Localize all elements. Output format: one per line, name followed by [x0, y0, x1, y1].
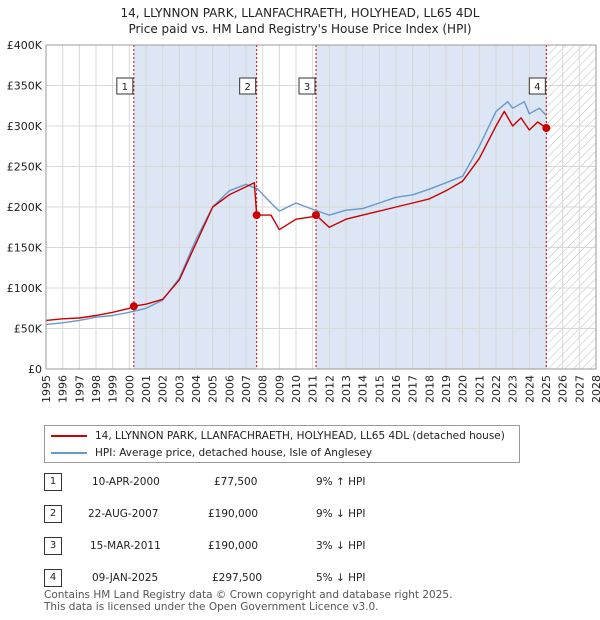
legend-hpi-swatch — [51, 452, 87, 454]
sale-row: 4 09-JAN-2025 £297,500 5% ↓ HPI — [40, 569, 580, 589]
sale-price: £190,000 — [208, 508, 259, 520]
sale-point — [252, 211, 261, 220]
sale-hpi-diff: 9% ↓ HPI — [316, 508, 366, 520]
sale-number-badge: 1 — [44, 473, 62, 491]
x-tick-label: 2012 — [323, 375, 336, 403]
x-tick-label: 1995 — [40, 375, 53, 403]
x-tick-label: 2001 — [140, 375, 153, 403]
y-tick-label: £50K — [14, 323, 43, 336]
plot-frame — [45, 44, 597, 370]
x-tick-label: 2028 — [590, 375, 600, 403]
sale-point — [312, 211, 320, 220]
sale-number-label-box — [239, 77, 257, 95]
x-tick-label: 2005 — [207, 375, 220, 403]
x-tick-label: 2003 — [173, 375, 186, 403]
x-tick-label: 2020 — [457, 375, 470, 403]
x-tick-label: 2018 — [423, 375, 436, 403]
x-tick-label: 2014 — [357, 375, 370, 403]
sale-number-label-box — [528, 77, 546, 95]
sale-hpi-diff: 9% ↑ HPI — [316, 476, 366, 488]
price-chart: 1 2 3 4 £0 £50K £100K £150K £200K £250K £300K £350… — [7, 39, 600, 403]
y-tick-label: £0 — [28, 363, 42, 376]
chart-title: 14, LLYNNON PARK, LLANFACHRAETH, HOLYHEA… — [120, 6, 480, 20]
x-tick-label: 1997 — [73, 375, 86, 403]
sale-number-label: 4 — [534, 82, 540, 93]
footer: Contains HM Land Registry data © Crown c… — [44, 589, 452, 613]
chart-subtitle: Price paid vs. HM Land Registry's House … — [128, 22, 472, 36]
sale-row: 3 15-MAR-2011 £190,000 3% ↓ HPI — [40, 537, 580, 557]
y-tick-label: £200K — [7, 201, 43, 214]
sale-number-label: 2 — [244, 82, 250, 93]
sale-hpi-diff: 3% ↓ HPI — [316, 540, 366, 552]
sale-number-label: 3 — [304, 82, 310, 93]
sale-number-label-box — [298, 77, 316, 95]
x-tick-label: 1996 — [57, 375, 70, 403]
x-tick-label: 2010 — [290, 375, 303, 403]
footer-copyright: Contains HM Land Registry data © Crown c… — [44, 589, 453, 601]
x-tick-label: 1998 — [90, 375, 103, 403]
x-tick-label: 2007 — [240, 375, 253, 403]
legend-property-swatch — [51, 435, 87, 437]
sale-number-badge: 2 — [44, 505, 62, 523]
x-tick-label: 2008 — [257, 375, 270, 403]
x-tick-label: 2011 — [307, 375, 320, 403]
x-tick-label: 2022 — [490, 375, 503, 403]
x-tick-label: 2026 — [557, 375, 570, 403]
x-tick-label: 2021 — [473, 375, 486, 403]
x-tick-label: 2023 — [507, 375, 520, 403]
x-tick-label: 2002 — [157, 375, 170, 403]
sale-number-label: 1 — [122, 82, 128, 93]
sale-number-badge: 4 — [44, 569, 62, 587]
x-tick-label: 2024 — [523, 375, 536, 403]
sale-point — [129, 302, 138, 311]
x-tick-label: 2025 — [540, 375, 553, 403]
sale-point — [542, 124, 551, 133]
sale-price: £297,500 — [212, 572, 263, 584]
x-tick-label: 2015 — [373, 375, 386, 403]
x-tick-label: 2027 — [573, 375, 586, 403]
legend-item-hpi: HPI: Average price, detached house, Isle… — [51, 445, 372, 461]
sale-number-badge: 3 — [44, 537, 62, 555]
y-tick-label: £150K — [7, 242, 43, 255]
x-tick-label: 2009 — [273, 375, 286, 403]
x-tick-label: 1999 — [107, 375, 120, 403]
legend-item-property: 14, LLYNNON PARK, LLANFACHRAETH, HOLYHEA… — [51, 428, 505, 444]
legend-property-label: 14, LLYNNON PARK, LLANFACHRAETH, HOLYHEA… — [95, 430, 505, 442]
footer-license: This data is licensed under the Open Gov… — [44, 601, 379, 613]
x-tick-label: 2019 — [440, 375, 453, 403]
y-tick-label: £100K — [7, 282, 43, 295]
x-tick-label: 2004 — [190, 375, 203, 403]
sale-row: 2 22-AUG-2007 £190,000 9% ↓ HPI — [40, 505, 580, 525]
x-tick-label: 2016 — [390, 375, 403, 403]
sale-number-label-box — [116, 77, 134, 95]
sale-price: £77,500 — [214, 476, 258, 488]
x-tick-label: 2006 — [223, 375, 236, 403]
sale-date: 10-APR-2000 — [92, 476, 160, 488]
x-tick-label: 2000 — [123, 375, 136, 403]
x-tick-label: 2017 — [407, 375, 420, 403]
y-tick-label: £250K — [7, 161, 43, 174]
legend: 14, LLYNNON PARK, LLANFACHRAETH, HOLYHEA… — [44, 425, 520, 463]
y-tick-label: £300K — [7, 120, 43, 133]
y-tick-label: £400K — [7, 39, 43, 52]
sale-date: 22-AUG-2007 — [88, 508, 159, 520]
sale-date: 15-MAR-2011 — [90, 540, 161, 552]
sale-row: 1 10-APR-2000 £77,500 9% ↑ HPI — [40, 473, 580, 493]
sale-date: 09-JAN-2025 — [92, 572, 159, 584]
sale-price: £190,000 — [208, 540, 259, 552]
hpi-series-line — [45, 100, 547, 326]
y-tick-label: £350K — [7, 80, 43, 93]
legend-hpi-label: HPI: Average price, detached house, Isle… — [95, 447, 373, 459]
sale-hpi-diff: 5% ↓ HPI — [316, 572, 366, 584]
x-tick-label: 2013 — [340, 375, 353, 403]
